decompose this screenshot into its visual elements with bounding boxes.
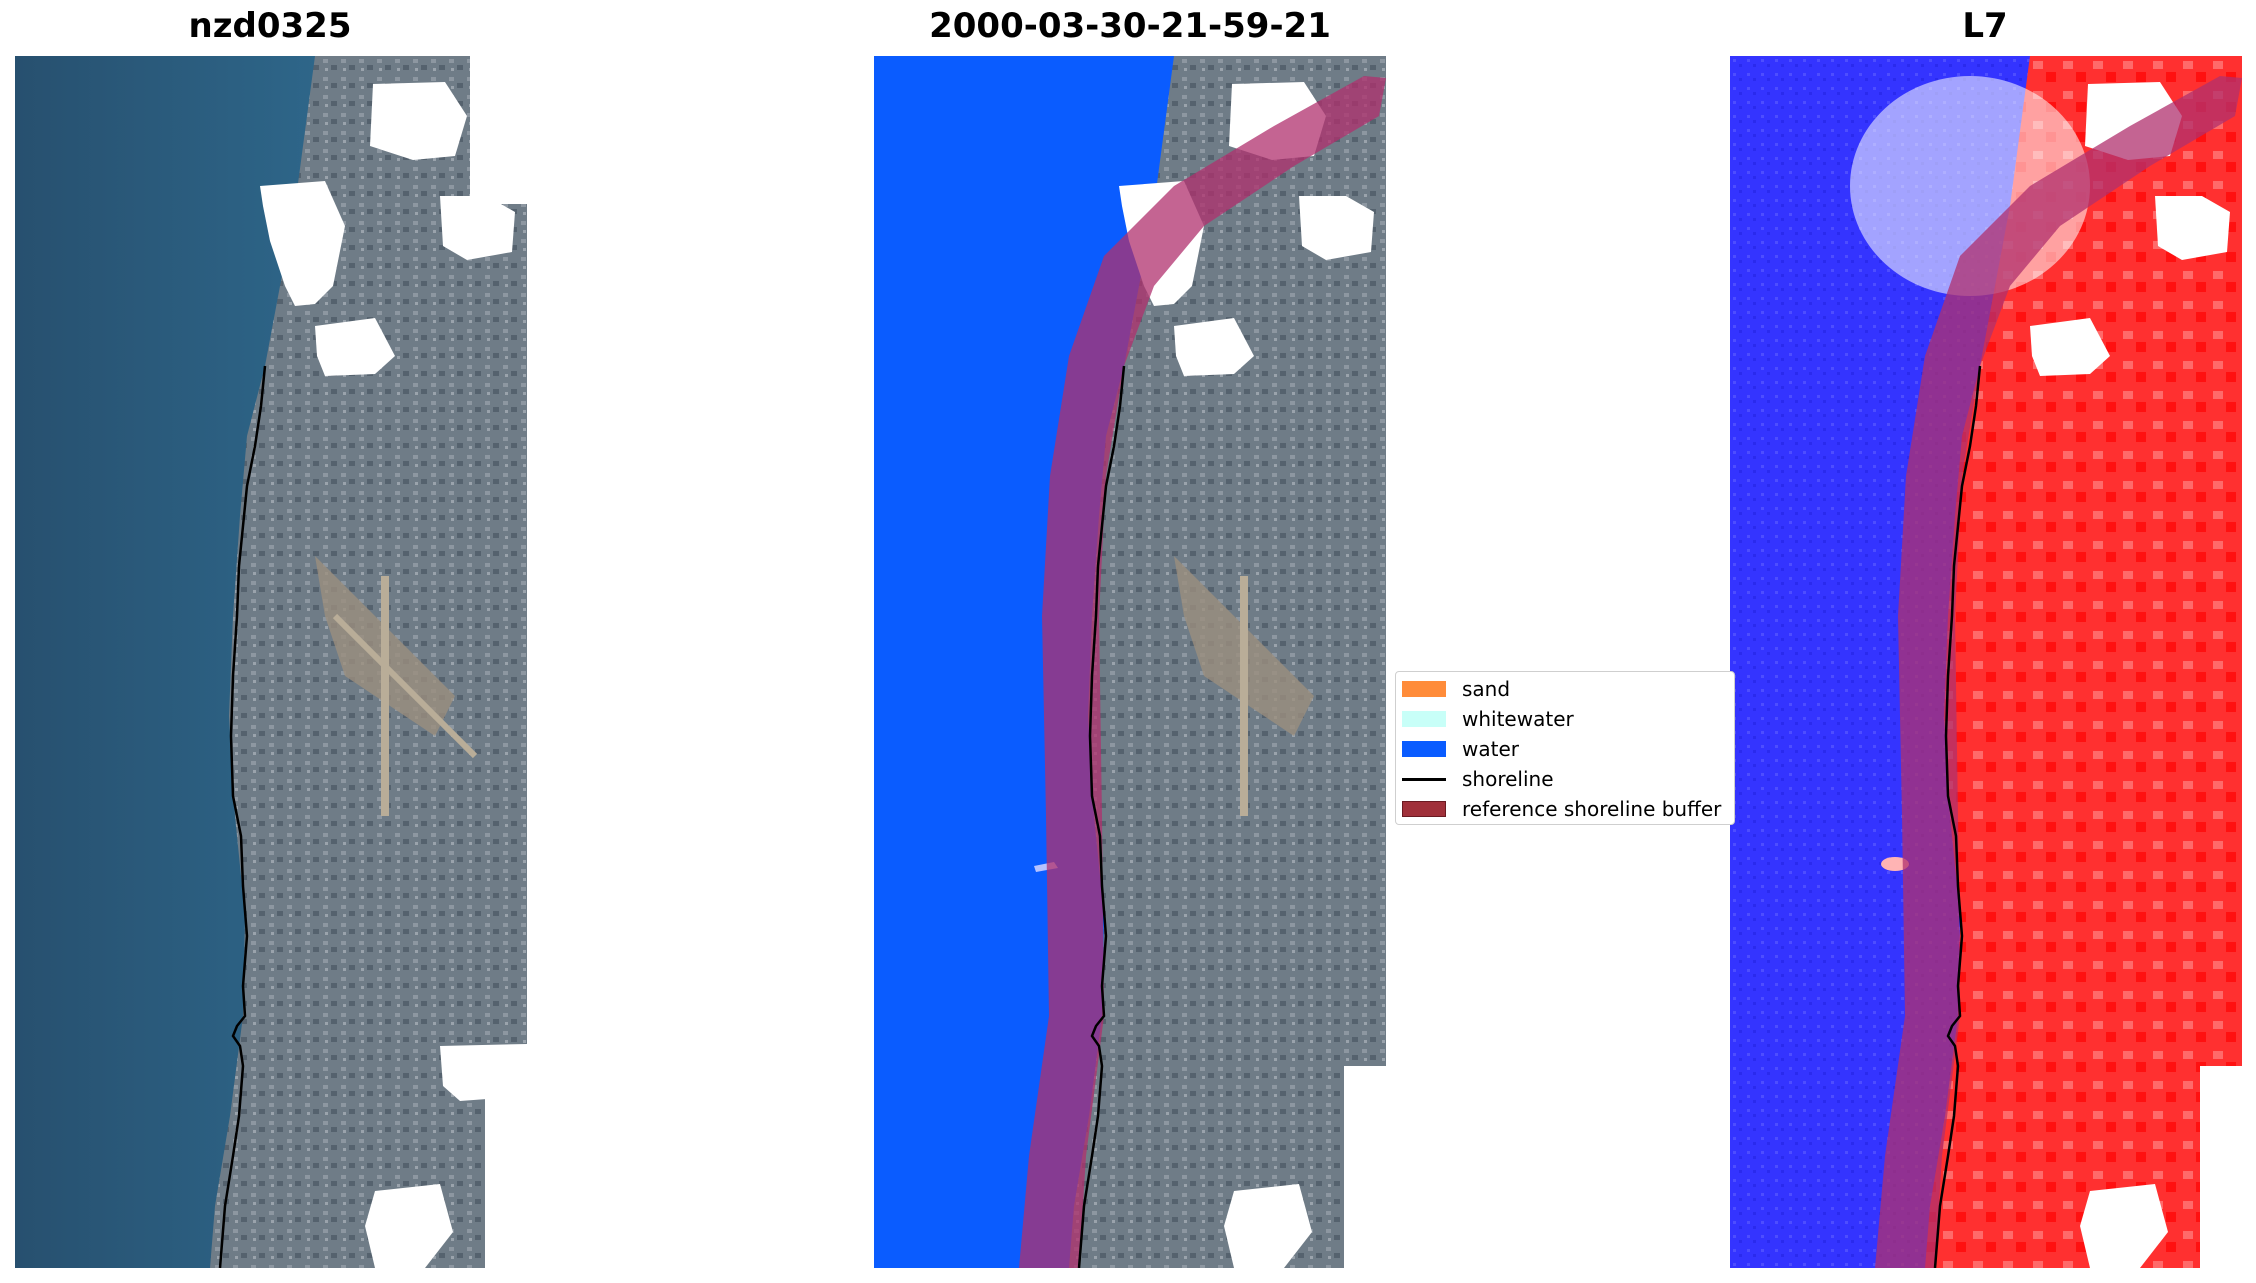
legend-label: water [1462, 737, 1519, 761]
panel-title-rgb: nzd0325 [188, 6, 352, 46]
legend-item-sand: sand [1402, 675, 1510, 703]
panel-title-classified: 2000-03-30-21-59-21 [929, 6, 1331, 46]
classified-image-panel [874, 56, 1386, 1268]
water-swatch [1402, 741, 1446, 757]
legend-label: whitewater [1462, 707, 1574, 731]
shoreline-line [1077, 365, 1126, 1268]
legend-label: sand [1462, 677, 1511, 701]
shoreline-swatch [1402, 777, 1446, 781]
reference-shoreline-buffer [1019, 76, 1386, 1268]
panel-title-index: L7 [1962, 6, 2008, 46]
whitewater-swatch [1402, 711, 1446, 727]
shoreline-line [218, 365, 267, 1268]
legend-item-water: water [1402, 735, 1519, 763]
shoreline-line [1933, 365, 1982, 1268]
sand-swatch [1402, 681, 1446, 697]
legend-item-shoreline: shoreline [1402, 765, 1554, 793]
legend-item-whitewater: whitewater [1402, 705, 1574, 733]
legend-label: shoreline [1462, 767, 1554, 791]
legend-label: reference shoreline buffer [1462, 797, 1722, 821]
rgb-image-panel [15, 56, 527, 1268]
cloud-mask [370, 82, 467, 160]
legend-item-buffer: reference shoreline buffer [1402, 795, 1721, 823]
legend: sand whitewater water shoreline referenc… [1395, 671, 1735, 825]
buffer-swatch [1402, 801, 1446, 817]
index-image-panel [1730, 56, 2242, 1268]
